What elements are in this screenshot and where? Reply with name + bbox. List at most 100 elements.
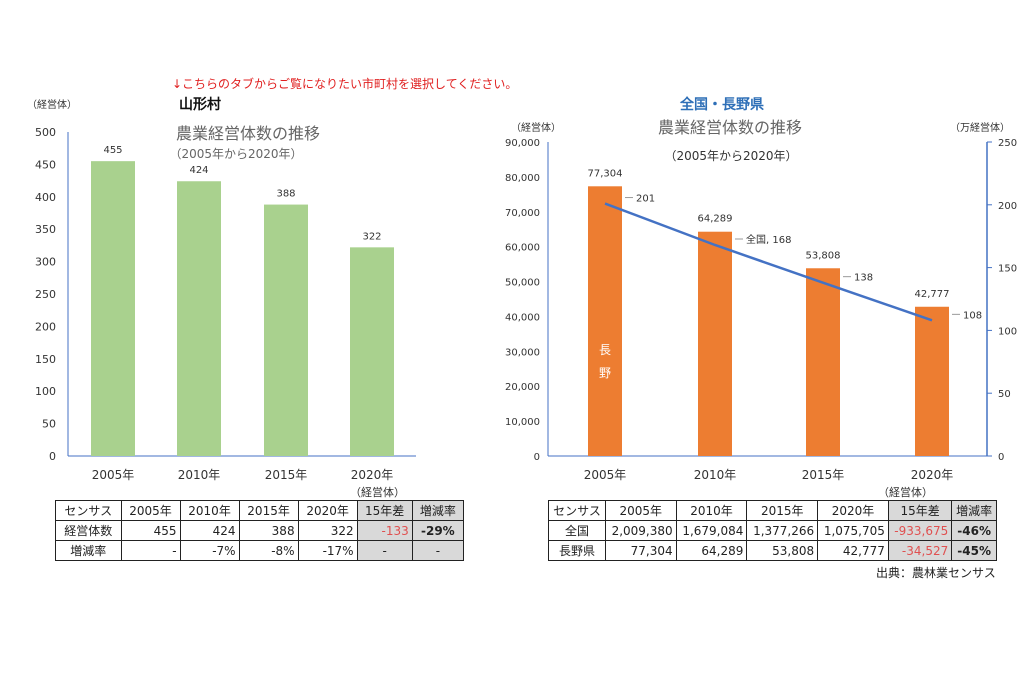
table-cell: 64,289	[675, 540, 748, 561]
table-row: 増減率 - -7% -8% -17% - -	[55, 540, 465, 561]
table-cell: 経営体数	[55, 520, 122, 541]
chart-title: 農業経営体数の推移	[176, 124, 320, 143]
table-header-cell: 2010年	[179, 500, 240, 521]
table-cell: 42,777	[817, 540, 889, 561]
table-row: 全国 2,009,380 1,679,084 1,377,266 1,075,705 -9…	[548, 520, 997, 541]
table-cell: -8%	[238, 540, 299, 561]
table-cell: 53,808	[746, 540, 819, 561]
table-cell: 1,377,266	[746, 520, 819, 541]
bar-series-label: 長	[599, 343, 611, 357]
y-tick-label: 0	[534, 452, 540, 463]
y-tick-label: 250	[35, 288, 56, 301]
table-row: 長野県 77,304 64,289 53,808 42,777 -34,527 -45%	[548, 540, 997, 561]
table-cell: -133	[356, 520, 413, 541]
source-note: 出典：農林業センサス	[876, 566, 996, 580]
left-table-unit: （経営体）	[350, 486, 405, 499]
table-header-cell: 2015年	[238, 500, 299, 521]
chart-subtitle: （2005年から2020年）	[169, 147, 302, 161]
table-cell: 322	[297, 520, 358, 541]
line-data-label: 全国, 168	[746, 233, 791, 246]
instruction-notice: ↓こちらのタブからご覧になりたい市町村を選択してください。	[172, 77, 518, 91]
x-tick-label: 2005年	[584, 468, 627, 482]
bar	[698, 231, 732, 456]
bar	[915, 306, 949, 456]
table-cell: 全国	[548, 520, 606, 541]
table-cell: 77,304	[604, 540, 677, 561]
x-tick-label: 2020年	[351, 468, 394, 482]
y-tick-label: 0	[49, 450, 56, 463]
y2-tick-label: 0	[998, 452, 1004, 463]
table-cell: -45%	[951, 540, 997, 561]
y-tick-label: 70,000	[505, 208, 540, 219]
table-cell: -34,527	[887, 540, 953, 561]
left-data-table: センサス 2005年 2010年 2015年 2020年 15年差 増減率 経営体数 455 42…	[55, 500, 465, 561]
y2-tick-label: 250	[998, 138, 1017, 149]
table-cell: 388	[238, 520, 299, 541]
table-header-cell: 2020年	[297, 500, 358, 521]
y-tick-label: 200	[35, 320, 56, 333]
table-cell: 424	[179, 520, 240, 541]
chart-region-title: 山形村	[179, 96, 221, 113]
y-tick-label: 100	[35, 385, 56, 398]
x-tick-label: 2005年	[92, 468, 135, 482]
y-tick-label: 40,000	[505, 312, 540, 323]
table-header-cell: 2005年	[120, 500, 181, 521]
table-header-cell: 15年差	[887, 500, 953, 521]
data-label: 388	[276, 189, 295, 200]
x-tick-label: 2020年	[911, 468, 954, 482]
y-tick-label: 350	[35, 223, 56, 236]
bar	[264, 204, 308, 456]
table-cell: 1,679,084	[675, 520, 748, 541]
y-tick-label: 80,000	[505, 173, 540, 184]
bar	[177, 181, 221, 457]
bar-data-label: 64,289	[698, 214, 733, 225]
table-header-cell: 増減率	[951, 500, 997, 521]
y-tick-label: 400	[35, 191, 56, 204]
y-axis-label: （経営体）	[511, 121, 561, 134]
y-tick-label: 450	[35, 158, 56, 171]
table-cell: -	[120, 540, 181, 561]
table-header-cell: 2010年	[675, 500, 748, 521]
table-header-row: センサス 2005年 2010年 2015年 2020年 15年差 増減率	[548, 500, 997, 521]
y-tick-label: 90,000	[505, 138, 540, 149]
y-tick-label: 10,000	[505, 417, 540, 428]
y2-tick-label: 150	[998, 264, 1017, 275]
right-data-table: センサス 2005年 2010年 2015年 2020年 15年差 増減率 全国 2,009,3…	[548, 500, 997, 561]
chart-subtitle: （2005年から2020年）	[664, 149, 797, 163]
table-cell: 長野県	[548, 540, 606, 561]
table-header-cell: 2015年	[746, 500, 819, 521]
x-tick-label: 2015年	[265, 468, 308, 482]
table-cell: -933,675	[887, 520, 953, 541]
table-cell: -7%	[179, 540, 240, 561]
table-cell: -17%	[297, 540, 358, 561]
y2-tick-label: 50	[998, 389, 1011, 400]
table-header-cell: 2005年	[604, 500, 677, 521]
table-header-cell: 15年差	[356, 500, 413, 521]
table-cell: -	[411, 540, 465, 561]
x-tick-label: 2015年	[802, 468, 845, 482]
table-header-cell: 2020年	[817, 500, 889, 521]
table-cell: -29%	[411, 520, 465, 541]
y-tick-label: 300	[35, 256, 56, 269]
line-data-label: 108	[963, 310, 982, 321]
y-tick-label: 500	[35, 126, 56, 139]
chart-title: 農業経営体数の推移	[658, 118, 802, 137]
bar	[91, 161, 135, 456]
data-label: 424	[189, 165, 208, 176]
bar	[806, 268, 840, 456]
table-cell: 増減率	[55, 540, 122, 561]
table-header-row: センサス 2005年 2010年 2015年 2020年 15年差 増減率	[55, 500, 465, 521]
bar-data-label: 53,808	[806, 250, 841, 261]
table-header-cell: センサス	[55, 500, 122, 521]
y-tick-label: 30,000	[505, 347, 540, 358]
bar-data-label: 77,304	[588, 168, 623, 179]
table-header-cell: センサス	[548, 500, 606, 521]
y-axis-label: （経営体）	[27, 98, 77, 111]
line-series	[604, 202, 933, 322]
y2-tick-label: 100	[998, 326, 1017, 337]
table-header-cell: 増減率	[411, 500, 465, 521]
y-tick-label: 50,000	[505, 278, 540, 289]
right-table-unit: （経営体）	[878, 486, 933, 499]
y2-axis-label: （万経営体）	[950, 121, 1010, 134]
